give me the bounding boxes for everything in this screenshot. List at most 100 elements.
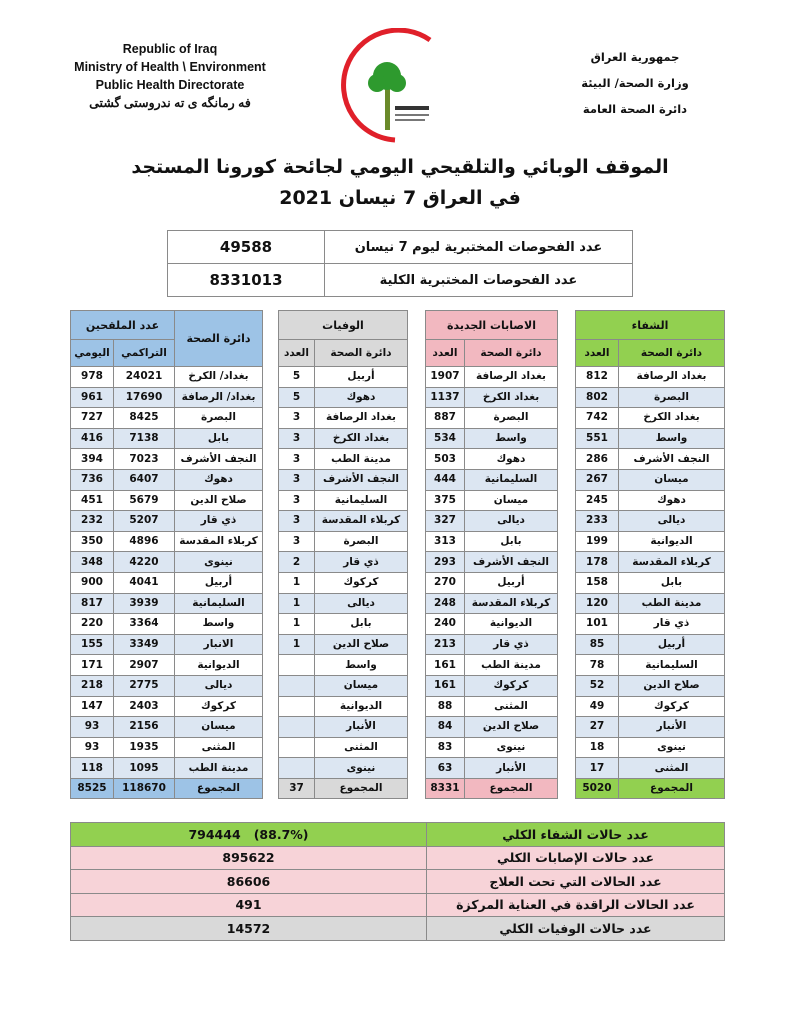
daily-cell: 350 [70,530,114,553]
total-row: 5020 المجموع [575,777,725,800]
department-cell: أربيل [174,571,263,594]
department-cell: بابل [464,530,558,553]
count-cell: 240 [425,613,465,635]
department-cell: ذي قار [174,510,263,532]
total-row: 8331 المجموع [425,777,558,800]
count-cell: 17 [575,757,619,779]
department-cell: بغداد الرصافة [618,366,725,388]
count-cell: 1 [278,613,315,635]
department-cell: بابل [174,427,263,450]
header-row: الشفاء [575,310,725,340]
count-cell: 52 [575,674,619,697]
count-cell: 161 [425,654,465,676]
count-cell: 1 [278,571,315,594]
daily-cell: 93 [70,736,114,759]
department-cell: البصرة [618,386,725,409]
table-row: 394 7023 النجف الأشرف [70,448,263,470]
cumulative-cell: 4041 [113,571,175,594]
department-cell: بابل [618,571,725,594]
table-row: 736 6407 دهوك [70,468,263,491]
department-cell: نينوى [174,551,263,573]
department-header: دائرة الصحة [174,310,263,367]
table-row: 887 البصرة [425,407,558,429]
summary-label: عدد الحالات التي تحت العلاج [426,869,725,894]
department-cell: دهوك [314,386,408,409]
table-row: 199 الديوانية [575,530,725,553]
table-row: 88 المثنى [425,695,558,718]
daily-cell: 416 [70,427,114,450]
count-cell: 83 [425,736,465,759]
cumulative-cell: 2775 [113,674,175,697]
count-cell: 327 [425,510,465,532]
department-cell: السليمانية [174,592,263,615]
table-row: 3 البصرة [278,530,408,553]
department-cell: واسط [314,654,408,676]
count-cell: 120 [575,592,619,615]
letterhead-line: Ministry of Health \ Environment [74,60,266,74]
table-row: 1 ديالى [278,592,408,615]
department-header: دائرة الصحة [314,339,408,367]
table-row: 1 بابل [278,613,408,635]
department-cell: مدينة الطب [314,448,408,470]
count-cell: 503 [425,448,465,470]
department-cell: الديوانية [464,613,558,635]
table-row: 1 كركوك [278,571,408,594]
total-label: المجموع [618,777,725,800]
department-cell: كربلاء المقدسة [618,551,725,573]
department-cell: المثنى [174,736,263,759]
department-cell: كركوك [464,674,558,697]
table-row: 3 بغداد الكرخ [278,427,408,450]
page-title: الموقف الوبائي والتلقيحي اليومي لجائحة ك… [100,152,700,214]
table-row: 83 نينوى [425,736,558,759]
department-cell: الديوانية [618,530,725,553]
count-cell: 1 [278,592,315,615]
english-letterhead: Republic of Iraq Ministry of Health \ En… [60,40,280,112]
count-cell: 199 [575,530,619,553]
total-label: المجموع [464,777,558,800]
table-row: 270 أربيل [425,571,558,594]
table-row: 551 واسط [575,427,725,450]
count-cell: 3 [278,510,315,532]
cumulative-cell: 1095 [113,757,175,779]
table-row: 3 مدينة الطب [278,448,408,470]
table-row: 293 النجف الأشرف [425,551,558,573]
department-cell: ذي قار [314,551,408,573]
table-row: 120 مدينة الطب [575,592,725,615]
cumulative-cell: 7138 [113,427,175,450]
department-cell: ديالى [618,510,725,532]
cumulative-cell: 3364 [113,613,175,635]
count-cell: 49 [575,695,619,718]
cumulative-cell: 2156 [113,716,175,738]
table-title: الوفيات [278,310,408,340]
count-cell: 551 [575,427,619,450]
count-cell: 3 [278,468,315,491]
department-cell: بابل [314,613,408,635]
total-tests-label: عدد الفحوصات المختبرية الكلية [324,263,633,297]
daily-tests-label: عدد الفحوصات المختبرية ليوم 7 نيسان [324,230,633,264]
count-cell: 5 [278,386,315,409]
table-row: 78 السليمانية [575,654,725,676]
summary-table: 794444 (88.7%) عدد حالات الشفاء الكلي 8956… [70,822,725,941]
count-cell: 213 [425,633,465,656]
table-row: 3 السليمانية [278,489,408,512]
count-cell: 63 [425,757,465,779]
daily-cell: 961 [70,386,114,409]
cumulative-cell: 4896 [113,530,175,553]
table-row: 158 بابل [575,571,725,594]
summary-value: 14572 [70,916,427,941]
table-row: 817 3939 السليمانية [70,592,263,615]
table-row: 900 4041 أربيل [70,571,263,594]
department-cell: بغداد الرصافة [464,366,558,388]
table-row: 27 الأنبار [575,716,725,738]
department-cell: ذي قار [464,633,558,656]
table-row: 161 مدينة الطب [425,654,558,676]
total-row: 37 المجموع [278,777,408,800]
summary-row: 86606 عدد الحالات التي تحت العلاج [70,869,725,894]
daily-cell: 232 [70,510,114,532]
table-row: 286 النجف الأشرف [575,448,725,470]
count-cell [278,716,315,738]
title-line-2: في العراق 7 نيسان 2021 [279,187,521,209]
table-row: 416 7138 بابل [70,427,263,450]
count-cell [278,736,315,759]
summary-value: 794444 (88.7%) [70,822,427,847]
